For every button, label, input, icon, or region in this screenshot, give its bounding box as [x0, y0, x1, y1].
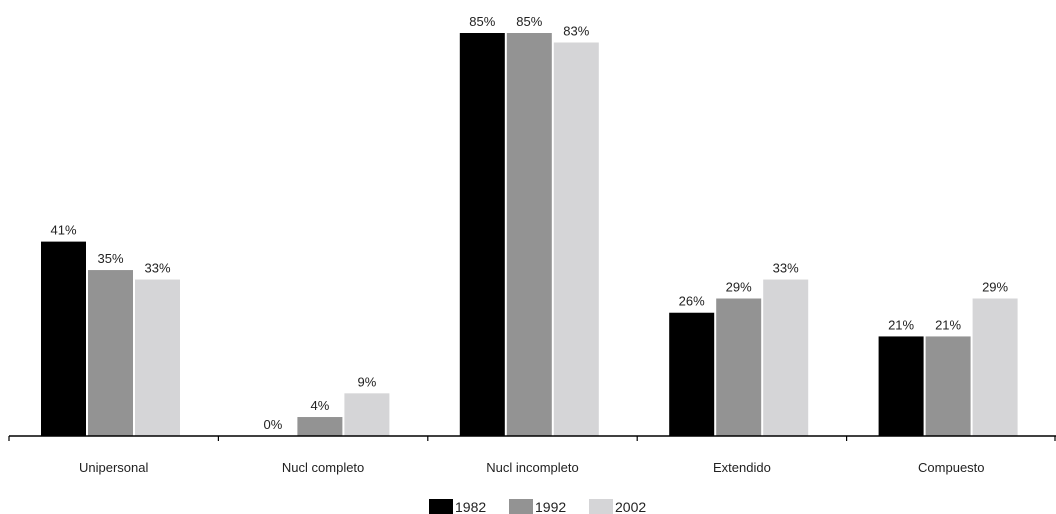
- legend-label: 2002: [615, 499, 646, 514]
- bar: [344, 393, 390, 436]
- bar: [878, 336, 924, 436]
- data-label: 26%: [679, 294, 705, 309]
- bar: [88, 270, 133, 436]
- bar: [972, 298, 1018, 436]
- legend-swatch: [509, 499, 533, 514]
- data-label: 4%: [311, 398, 330, 413]
- legend-label: 1982: [455, 499, 486, 514]
- data-label: 9%: [358, 374, 377, 389]
- data-label: 33%: [773, 261, 799, 276]
- data-label: 29%: [726, 280, 752, 295]
- category-labels-group: Unipersonal Nucl completo Nucl incompleto E…: [79, 460, 985, 475]
- data-label: 35%: [97, 251, 123, 266]
- bar: [716, 298, 762, 436]
- data-label: 83%: [563, 23, 589, 38]
- legend-swatch: [429, 499, 453, 514]
- legend: 1982 1992 2002: [429, 499, 646, 514]
- x-tick-label: Compuesto: [918, 460, 984, 475]
- value-labels-group: 41% 35% 33% 0% 4% 9% 85% 85% 83% 26% 29% 33% 21% 21% 2…: [50, 14, 1008, 432]
- x-axis: [8, 435, 1056, 441]
- legend-swatch: [589, 499, 613, 514]
- bar: [669, 312, 715, 436]
- data-label: 21%: [935, 317, 961, 332]
- bar: [763, 279, 809, 436]
- data-label: 21%: [888, 317, 914, 332]
- bars-group: [41, 33, 1018, 436]
- bar: [297, 417, 343, 436]
- bar: [135, 279, 180, 436]
- x-tick-label: Nucl incompleto: [486, 460, 579, 475]
- data-label: 0%: [264, 417, 283, 432]
- bar: [41, 241, 86, 436]
- x-tick-label: Extendido: [713, 460, 771, 475]
- data-label: 33%: [144, 261, 170, 276]
- data-label: 85%: [469, 14, 495, 29]
- data-label: 41%: [50, 223, 76, 238]
- bar: [506, 33, 552, 436]
- legend-label: 1992: [535, 499, 566, 514]
- bar: [459, 33, 505, 436]
- data-label: 29%: [982, 280, 1008, 295]
- data-label: 85%: [516, 14, 542, 29]
- x-tick-label: Unipersonal: [79, 460, 148, 475]
- bar: [553, 42, 599, 436]
- bar: [925, 336, 971, 436]
- x-tick-label: Nucl completo: [282, 460, 364, 475]
